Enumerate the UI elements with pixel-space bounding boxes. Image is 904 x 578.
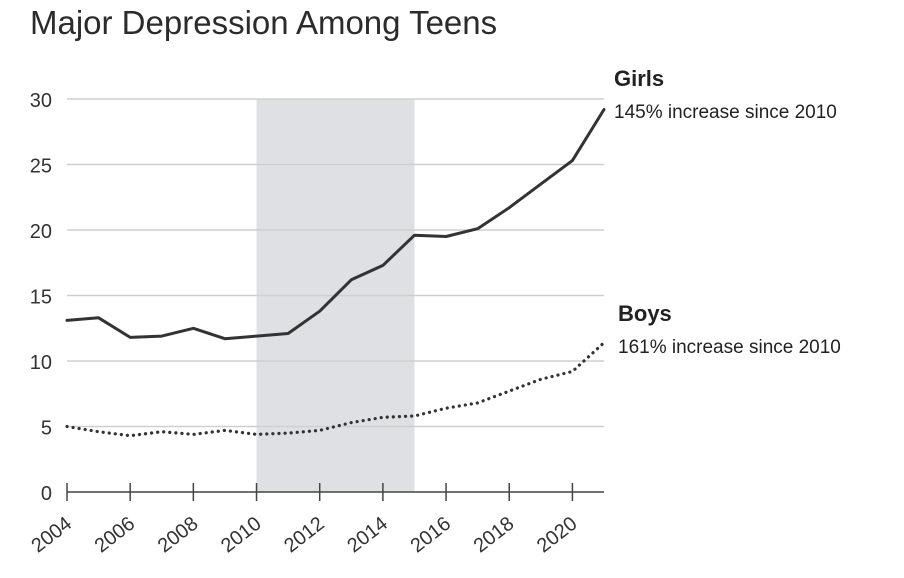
x-tick-label: 2020: [533, 513, 582, 558]
y-tick-label: 25: [30, 156, 52, 178]
y-tick-label: 5: [41, 418, 52, 440]
y-tick-label: 0: [41, 483, 52, 505]
x-tick-label: 2018: [470, 513, 519, 558]
x-tick-label: 2006: [91, 513, 140, 558]
x-tick-label: 2008: [154, 513, 203, 558]
series-line-girls: [65, 108, 606, 341]
girls-series-name: Girls: [614, 66, 665, 91]
y-tick-label: 10: [30, 352, 52, 374]
y-tick-label: 20: [30, 221, 52, 243]
x-tick-label: 2014: [343, 513, 392, 558]
boys-series-name: Boys: [618, 301, 672, 326]
x-tick-label: 2010: [217, 513, 266, 558]
boys-series-annotation: 161% increase since 2010: [618, 337, 841, 358]
chart-title: Major Depression Among Teens: [30, 4, 498, 41]
x-tick-label: 2012: [280, 513, 329, 558]
x-tick-label: 2016: [407, 513, 456, 558]
x-tick-label: 2004: [27, 513, 76, 558]
girls-series-annotation: 145% increase since 2010: [614, 102, 837, 123]
y-tick-label: 15: [30, 287, 52, 309]
y-tick-label: 30: [30, 90, 52, 112]
series-line-boys: [65, 341, 606, 438]
